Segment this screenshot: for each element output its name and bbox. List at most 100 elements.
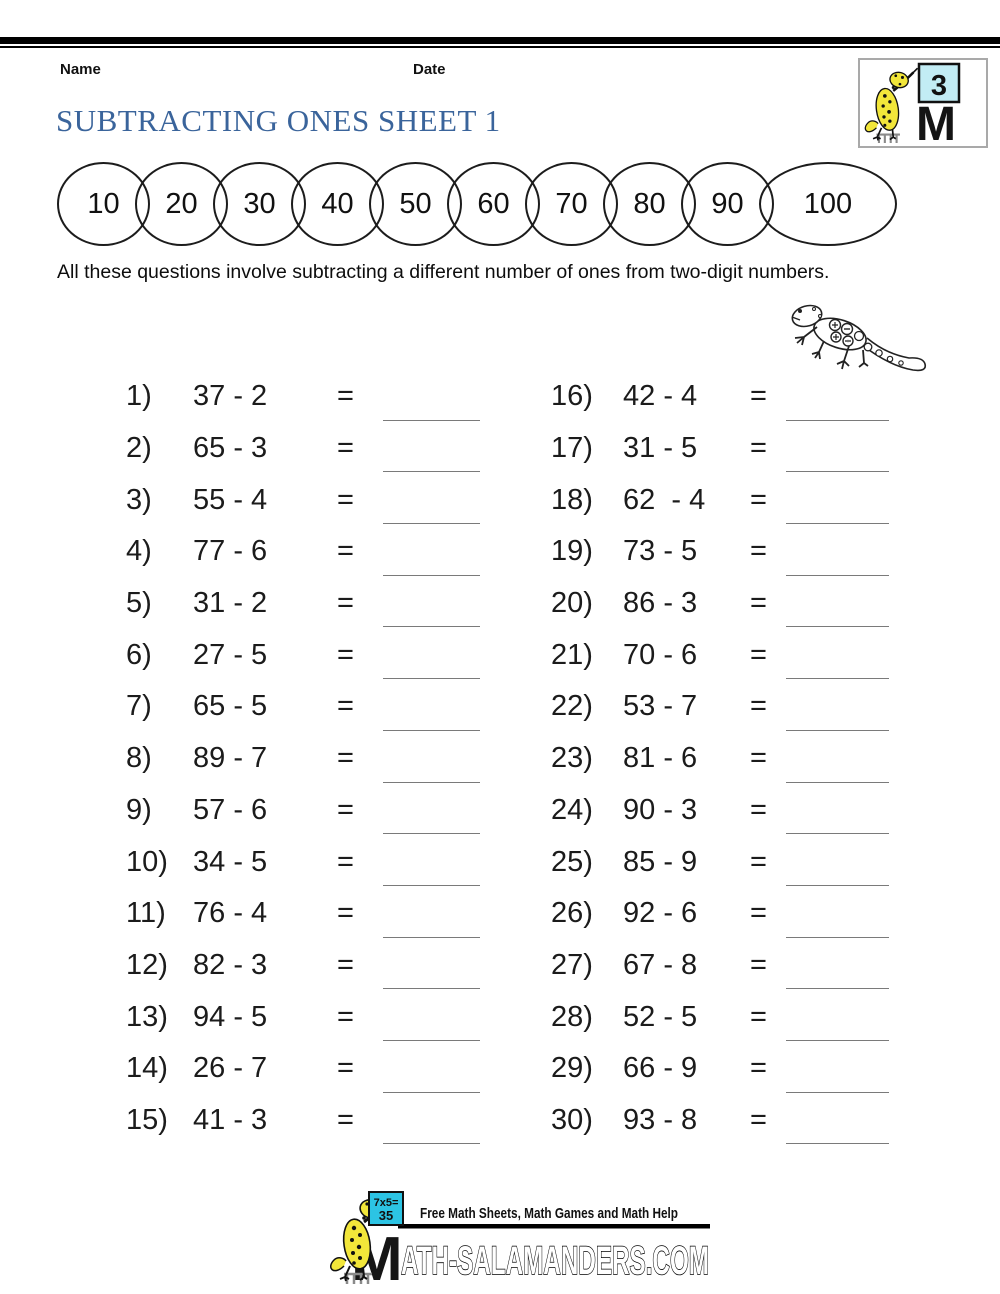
answer-blank-line[interactable] — [786, 833, 889, 835]
problem-number: 5) — [126, 587, 152, 620]
problem-expression: 81 - 6 — [623, 742, 698, 775]
problem-number: 14) — [126, 1052, 168, 1085]
answer-cell — [383, 423, 480, 475]
name-label: Name — [60, 61, 101, 78]
equals-sign: = — [750, 380, 767, 413]
problem-row: 2) 65 - 3 = — [126, 423, 480, 475]
problem-row: 4) 77 - 6 = — [126, 526, 480, 578]
equals-sign: = — [337, 380, 354, 413]
answer-blank-line[interactable] — [786, 1039, 889, 1041]
answer-blank-line[interactable] — [786, 419, 889, 421]
equals-sign: = — [750, 845, 767, 878]
answer-blank-line[interactable] — [383, 781, 480, 783]
answer-blank-line[interactable] — [786, 471, 889, 473]
problem-row: 17) 31 - 5 = — [551, 423, 889, 475]
problem-row: 12) 82 - 3 = — [126, 940, 480, 992]
problem-expression: 70 - 6 — [623, 638, 698, 671]
answer-cell — [786, 836, 889, 888]
problem-number: 9) — [126, 793, 152, 826]
problem-number: 3) — [126, 483, 152, 516]
answer-blank-line[interactable] — [786, 1091, 889, 1093]
problem-expression: 27 - 5 — [193, 638, 268, 671]
problem-number: 30) — [551, 1103, 593, 1136]
answer-blank-line[interactable] — [786, 884, 889, 886]
answer-blank-line[interactable] — [786, 678, 889, 680]
answer-cell — [786, 1043, 889, 1095]
answer-cell — [383, 733, 480, 785]
oval-number: 30 — [243, 187, 276, 220]
board-equation-line1: 7x5= — [374, 1197, 399, 1209]
problem-number: 23) — [551, 742, 593, 775]
answer-cell — [786, 940, 889, 992]
answer-cell — [786, 371, 889, 423]
chalkboard-icon — [368, 1191, 404, 1226]
problem-expression: 31 - 5 — [623, 432, 698, 465]
answer-blank-line[interactable] — [383, 523, 480, 525]
date-label: Date — [413, 61, 446, 78]
answer-blank-line[interactable] — [383, 471, 480, 473]
problem-number: 11) — [126, 897, 166, 930]
problem-row: 3) 55 - 4 = — [126, 474, 480, 526]
problem-number: 10) — [126, 845, 168, 878]
answer-cell — [786, 681, 889, 733]
problem-expression: 55 - 4 — [193, 483, 268, 516]
answer-blank-line[interactable] — [383, 988, 480, 990]
answer-blank-line[interactable] — [383, 1091, 480, 1093]
answer-blank-line[interactable] — [383, 626, 480, 628]
problem-row: 29) 66 - 9 = — [551, 1043, 889, 1095]
answer-blank-line[interactable] — [383, 729, 480, 731]
answer-cell — [786, 423, 889, 475]
equals-sign: = — [750, 1103, 767, 1136]
answer-blank-line[interactable] — [786, 1143, 889, 1145]
answer-blank-line[interactable] — [786, 729, 889, 731]
answer-blank-line[interactable] — [786, 988, 889, 990]
equals-sign: = — [337, 483, 354, 516]
equals-sign: = — [337, 845, 354, 878]
problem-row: 11) 76 - 4 = — [126, 888, 480, 940]
problem-row: 22) 53 - 7 = — [551, 681, 889, 733]
problem-number: 21) — [551, 638, 593, 671]
answer-cell — [786, 1095, 889, 1147]
answer-cell — [786, 888, 889, 940]
problem-expression: 52 - 5 — [623, 1000, 698, 1033]
answer-cell — [383, 836, 480, 888]
equals-sign: = — [750, 483, 767, 516]
answer-blank-line[interactable] — [383, 574, 480, 576]
answer-blank-line[interactable] — [786, 574, 889, 576]
problems-column-right: 16) 42 - 4 = 17) 31 - 5 = 18) 62 - 4 = 1… — [551, 371, 889, 1146]
instruction-text: All these questions involve subtracting … — [57, 261, 830, 283]
answer-blank-line[interactable] — [786, 936, 889, 938]
answer-blank-line[interactable] — [383, 419, 480, 421]
answer-blank-line[interactable] — [383, 1143, 480, 1145]
problems-column-left: 1) 37 - 2 = 2) 65 - 3 = 3) 55 - 4 = 4) 7… — [126, 371, 480, 1146]
answer-cell — [383, 474, 480, 526]
problem-row: 18) 62 - 4 = — [551, 474, 889, 526]
equals-sign: = — [337, 1000, 354, 1033]
oval-number: 50 — [399, 187, 432, 220]
problem-row: 14) 26 - 7 = — [126, 1043, 480, 1095]
answer-blank-line[interactable] — [786, 781, 889, 783]
problem-row: 25) 85 - 9 = — [551, 836, 889, 888]
problem-number: 17) — [551, 432, 593, 465]
problem-row: 16) 42 - 4 = — [551, 371, 889, 423]
gecko-illustration-icon — [791, 304, 927, 372]
problem-expression: 73 - 5 — [623, 535, 698, 568]
equals-sign: = — [750, 432, 767, 465]
answer-blank-line[interactable] — [383, 936, 480, 938]
equals-sign: = — [750, 1000, 767, 1033]
equals-sign: = — [337, 690, 354, 723]
answer-blank-line[interactable] — [786, 626, 889, 628]
equals-sign: = — [750, 1052, 767, 1085]
oval-number: 90 — [711, 187, 744, 220]
problem-number: 6) — [126, 638, 152, 671]
problem-row: 21) 70 - 6 = — [551, 629, 889, 681]
problem-row: 20) 86 - 3 = — [551, 578, 889, 630]
top-logo-box: M 3 — [858, 58, 988, 151]
answer-blank-line[interactable] — [383, 678, 480, 680]
equals-sign: = — [337, 432, 354, 465]
answer-blank-line[interactable] — [383, 884, 480, 886]
answer-blank-line[interactable] — [383, 833, 480, 835]
answer-blank-line[interactable] — [786, 523, 889, 525]
answer-blank-line[interactable] — [383, 1039, 480, 1041]
